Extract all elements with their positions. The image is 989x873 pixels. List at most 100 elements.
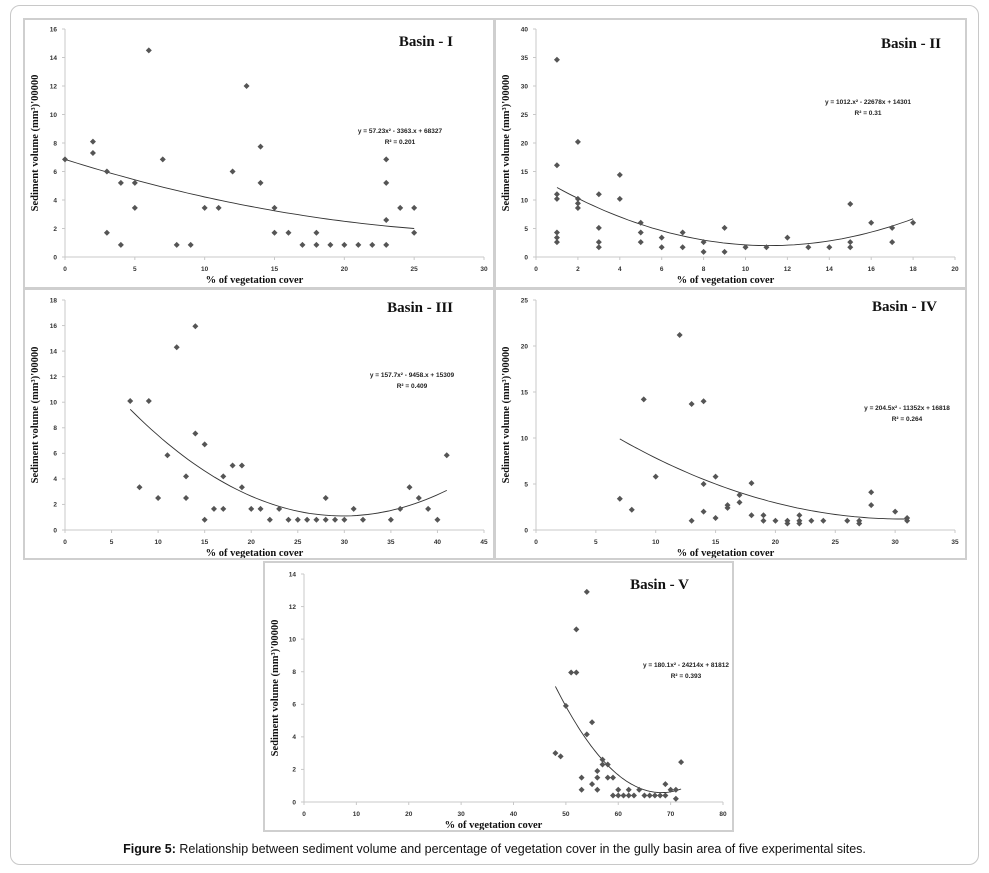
data-point (229, 168, 236, 175)
x-tick-label: 20 (341, 266, 349, 273)
data-point (159, 156, 166, 163)
y-axis-label: Sediment volume (mm³)'00000 (501, 347, 512, 484)
data-point (131, 179, 138, 186)
data-point (383, 179, 390, 186)
data-point (595, 224, 602, 231)
chart-title: Basin - V (630, 577, 689, 593)
x-axis-label: % of vegetation cover (206, 275, 304, 286)
data-point (266, 516, 273, 523)
data-point (553, 229, 560, 236)
data-point (387, 516, 394, 523)
data-point (583, 731, 590, 738)
x-tick-label: 16 (868, 266, 876, 273)
y-tick-label: 20 (521, 343, 529, 350)
data-point (637, 229, 644, 236)
x-tick-label: 5 (110, 539, 114, 546)
trendline-equation: y = 204.5x² - 11352x + 16818 (864, 405, 950, 412)
data-point (616, 171, 623, 178)
data-point (271, 204, 278, 211)
data-point (164, 452, 171, 459)
data-point (327, 241, 334, 248)
data-point (856, 520, 863, 527)
x-tick-label: 2 (576, 266, 580, 273)
caption-text: Relationship between sediment volume and… (175, 842, 866, 856)
data-point (562, 702, 569, 709)
data-point (763, 244, 770, 251)
data-point (712, 515, 719, 522)
y-tick-label: 14 (50, 348, 58, 355)
data-point (599, 756, 606, 763)
y-tick-label: 5 (524, 226, 528, 233)
x-tick-label: 14 (826, 266, 834, 273)
data-point (397, 505, 404, 512)
data-point (826, 244, 833, 251)
data-point (808, 517, 815, 524)
data-point (844, 517, 851, 524)
data-point (630, 792, 637, 799)
data-point (248, 505, 255, 512)
data-point (355, 241, 362, 248)
chart-title: Basin - IV (872, 299, 937, 315)
data-point (285, 516, 292, 523)
data-point (313, 229, 320, 236)
data-point (594, 786, 601, 793)
data-point (578, 774, 585, 781)
x-axis-label: % of vegetation cover (445, 820, 543, 830)
data-point (700, 481, 707, 487)
data-point (604, 761, 611, 768)
data-point (748, 512, 755, 519)
data-point (662, 781, 669, 788)
data-point (383, 241, 390, 248)
data-point (679, 244, 686, 251)
y-tick-label: 16 (50, 323, 58, 330)
data-point (641, 792, 648, 799)
y-tick-label: 2 (53, 502, 57, 509)
x-tick-label: 0 (63, 539, 67, 546)
data-point (341, 241, 348, 248)
data-point (589, 781, 596, 788)
figure-frame (10, 5, 979, 865)
caption-label: Figure 5: (123, 842, 176, 856)
data-point (847, 239, 854, 246)
x-tick-label: 35 (387, 539, 395, 546)
data-point (117, 179, 124, 186)
y-axis-label: Sediment volume (mm³)'00000 (30, 347, 41, 484)
y-tick-label: 25 (521, 297, 529, 304)
y-tick-label: 6 (53, 451, 57, 458)
x-tick-label: 40 (434, 539, 442, 546)
data-point (332, 516, 339, 523)
data-point (736, 499, 743, 506)
data-point (700, 239, 707, 246)
data-point (369, 241, 376, 248)
data-point (145, 47, 152, 54)
data-point (772, 517, 779, 524)
x-tick-label: 25 (294, 539, 302, 546)
panel-basin-4: 0 5 10 15 20 25 0 5 10 15 20 25 30 35 % of vegetation … (494, 288, 967, 560)
data-point (784, 234, 791, 241)
data-point (868, 489, 875, 496)
data-point (552, 750, 559, 757)
y-tick-label: 0 (524, 254, 528, 261)
data-point (889, 224, 896, 231)
figure-caption: Figure 5: Relationship between sediment … (0, 842, 989, 856)
x-tick-label: 30 (480, 266, 488, 273)
data-point (173, 241, 180, 248)
y-tick-label: 40 (521, 26, 529, 33)
y-tick-label: 8 (53, 140, 57, 147)
data-point (238, 484, 245, 491)
data-point (103, 168, 110, 175)
x-axis-label: % of vegetation cover (677, 275, 775, 286)
data-point (889, 239, 896, 246)
data-point (62, 156, 68, 163)
data-point (201, 441, 208, 448)
x-tick-label: 15 (271, 266, 279, 273)
data-point (89, 138, 96, 145)
data-point (192, 430, 199, 437)
data-point (443, 452, 450, 459)
data-point (652, 473, 659, 480)
trendline (554, 686, 682, 794)
data-point (322, 516, 329, 523)
data-point (657, 792, 664, 799)
data-point (553, 191, 560, 198)
data-point (892, 508, 899, 515)
